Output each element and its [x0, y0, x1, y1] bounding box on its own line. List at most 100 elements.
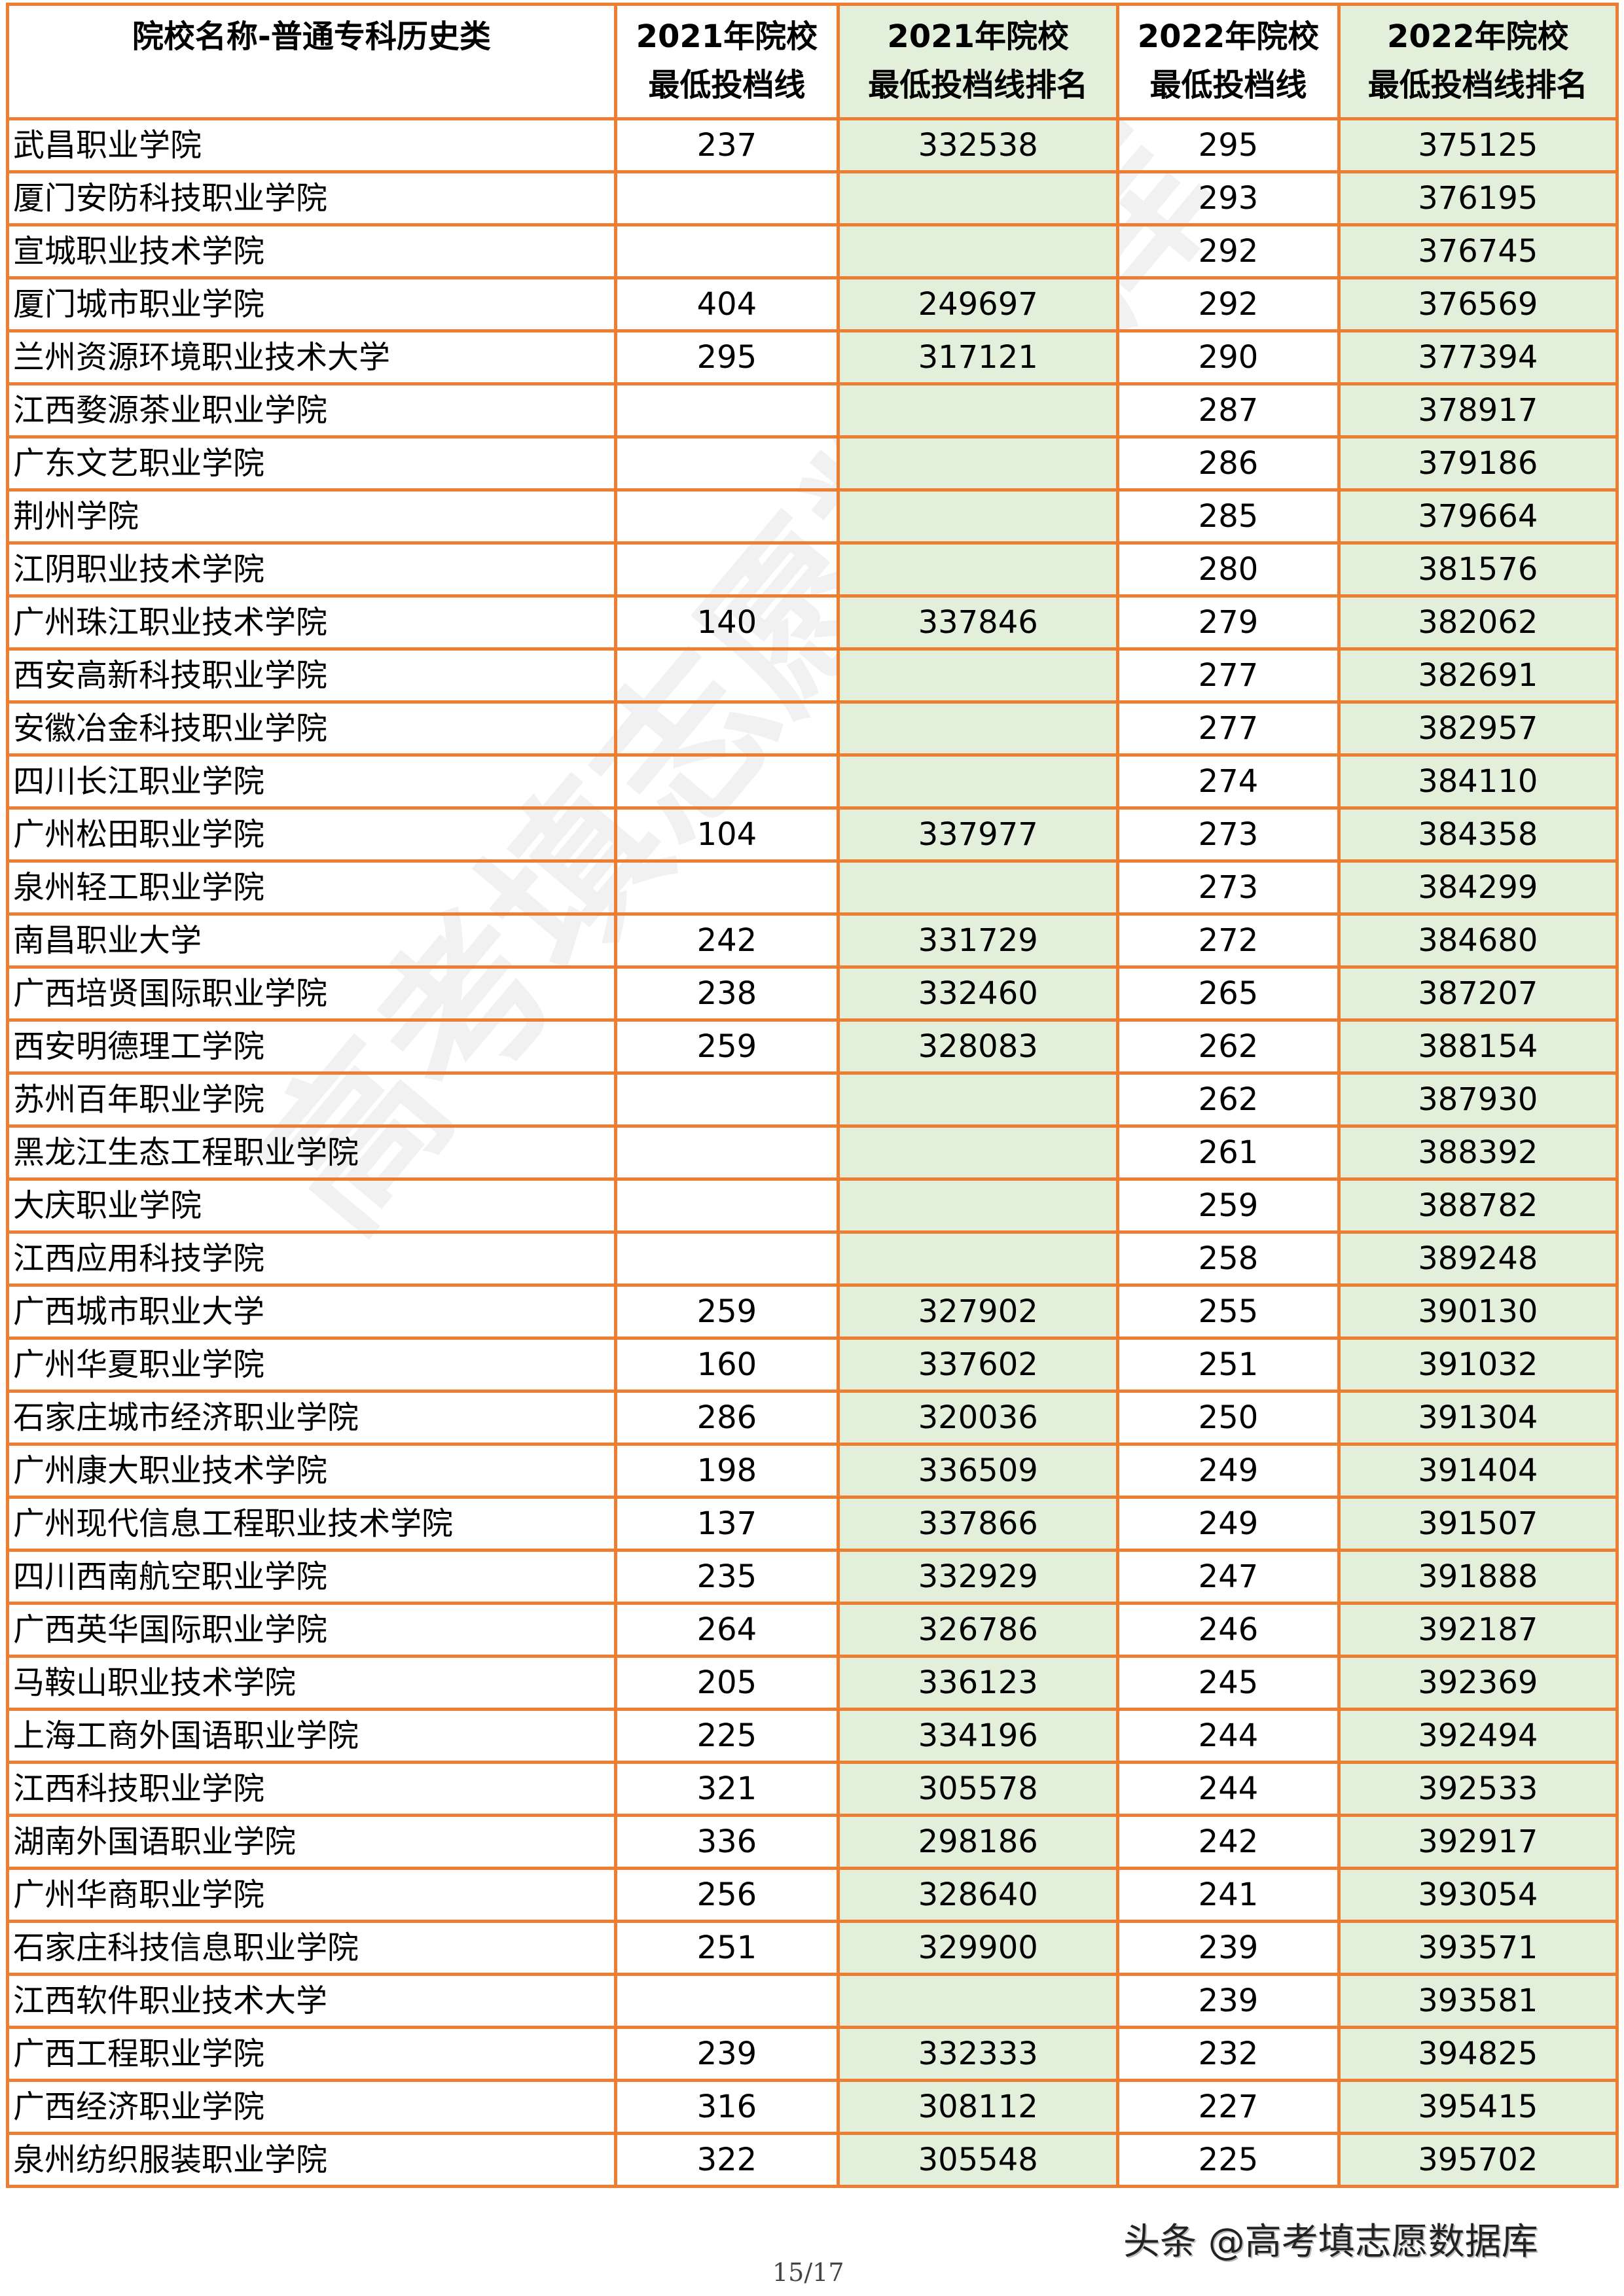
score-2021-cell: 336 — [613, 1814, 840, 1870]
header-2022-min-rank: 2022年院校 最低投档线排名 — [1337, 3, 1619, 120]
rank-2022-cell: 391507 — [1337, 1496, 1619, 1552]
rank-2021-cell: 326786 — [837, 1602, 1120, 1658]
table-row: 四川长江职业学院 274 384110 — [6, 753, 1619, 810]
score-2021-cell — [613, 700, 840, 757]
table-row: 大庆职业学院 259 388782 — [6, 1177, 1619, 1234]
table-row: 厦门安防科技职业学院 293 376195 — [6, 170, 1619, 226]
rank-2022-cell: 388154 — [1337, 1018, 1619, 1075]
score-2022-cell: 274 — [1116, 753, 1341, 810]
score-2022-cell: 277 — [1116, 647, 1341, 704]
rank-2022-cell: 382691 — [1337, 647, 1619, 704]
rank-2022-cell: 389248 — [1337, 1230, 1619, 1287]
rank-2022-cell: 378917 — [1337, 382, 1619, 439]
header-text: 最低投档线 — [1149, 67, 1307, 103]
rank-2022-cell: 392369 — [1337, 1655, 1619, 1711]
table-row: 江西婺源茶业职业学院 287 378917 — [6, 382, 1619, 439]
school-name-cell: 广州现代信息工程职业技术学院 — [6, 1496, 617, 1552]
school-name-cell: 宣城职业技术学院 — [6, 223, 617, 279]
school-name-cell: 江西应用科技学院 — [6, 1230, 617, 1287]
school-name-cell: 广州华夏职业学院 — [6, 1336, 617, 1393]
rank-2021-cell: 337846 — [837, 594, 1120, 651]
score-2021-cell — [613, 1071, 840, 1128]
school-name-cell: 厦门安防科技职业学院 — [6, 170, 617, 226]
table-row: 广州珠江职业技术学院 140 337846 279 382062 — [6, 594, 1619, 651]
header-2022-min-score: 2022年院校 最低投档线 — [1116, 3, 1341, 120]
table-row: 广州现代信息工程职业技术学院 137 337866 249 391507 — [6, 1496, 1619, 1552]
score-2021-cell: 140 — [613, 594, 840, 651]
rank-2022-cell: 388392 — [1337, 1124, 1619, 1181]
rank-2021-cell: 320036 — [837, 1390, 1120, 1446]
school-name-cell: 石家庄城市经济职业学院 — [6, 1390, 617, 1446]
rank-2021-cell: 328083 — [837, 1018, 1120, 1075]
score-2022-cell: 287 — [1116, 382, 1341, 439]
school-name-cell: 江西科技职业学院 — [6, 1761, 617, 1817]
school-name-cell: 石家庄科技信息职业学院 — [6, 1920, 617, 1976]
score-2021-cell: 321 — [613, 1761, 840, 1817]
rank-2022-cell: 393054 — [1337, 1867, 1619, 1923]
score-2022-cell: 244 — [1116, 1708, 1341, 1764]
rank-2021-cell: 249697 — [837, 276, 1120, 332]
header-text: 2021年院校 — [636, 18, 818, 55]
school-name-cell: 荆州学院 — [6, 488, 617, 545]
score-2021-cell: 295 — [613, 329, 840, 386]
table-row: 广州华夏职业学院 160 337602 251 391032 — [6, 1336, 1619, 1393]
table-row: 江西应用科技学院 258 389248 — [6, 1230, 1619, 1287]
rank-2021-cell — [837, 700, 1120, 757]
table-row: 广东文艺职业学院 286 379186 — [6, 435, 1619, 492]
school-name-cell: 广州康大职业技术学院 — [6, 1443, 617, 1499]
rank-2022-cell: 379186 — [1337, 435, 1619, 492]
table-row: 黑龙江生态工程职业学院 261 388392 — [6, 1124, 1619, 1181]
score-2022-cell: 279 — [1116, 594, 1341, 651]
score-2021-cell: 259 — [613, 1283, 840, 1340]
school-name-cell: 江西软件职业技术大学 — [6, 1973, 617, 2029]
rank-2021-cell — [837, 647, 1120, 704]
school-name-cell: 广西工程职业学院 — [6, 2026, 617, 2082]
rank-2022-cell: 395415 — [1337, 2079, 1619, 2135]
rank-2021-cell — [837, 859, 1120, 916]
score-2021-cell: 264 — [613, 1602, 840, 1658]
score-2021-cell — [613, 1124, 840, 1181]
score-2022-cell: 262 — [1116, 1018, 1341, 1075]
school-name-cell: 广州松田职业学院 — [6, 806, 617, 863]
score-2022-cell: 277 — [1116, 700, 1341, 757]
rank-2021-cell: 305578 — [837, 1761, 1120, 1817]
school-name-cell: 西安高新科技职业学院 — [6, 647, 617, 704]
score-2021-cell: 198 — [613, 1443, 840, 1499]
rank-2022-cell: 392187 — [1337, 1602, 1619, 1658]
rank-2022-cell: 377394 — [1337, 329, 1619, 386]
rank-2021-cell: 328640 — [837, 1867, 1120, 1923]
score-2022-cell: 239 — [1116, 1973, 1341, 2029]
school-name-cell: 广西英华国际职业学院 — [6, 1602, 617, 1658]
score-2021-cell — [613, 435, 840, 492]
table-row: 湖南外国语职业学院 336 298186 242 392917 — [6, 1814, 1619, 1870]
header-school-name: 院校名称-普通专科历史类 — [6, 3, 617, 120]
rank-2022-cell: 384680 — [1337, 912, 1619, 969]
school-name-cell: 西安明德理工学院 — [6, 1018, 617, 1075]
header-text: 最低投档线排名 — [868, 67, 1089, 103]
school-name-cell: 泉州轻工职业学院 — [6, 859, 617, 916]
score-2022-cell: 272 — [1116, 912, 1341, 969]
rank-2021-cell: 337602 — [837, 1336, 1120, 1393]
school-name-cell: 武昌职业学院 — [6, 117, 617, 173]
school-name-cell: 广西培贤国际职业学院 — [6, 965, 617, 1022]
score-2021-cell: 104 — [613, 806, 840, 863]
rank-2022-cell: 384299 — [1337, 859, 1619, 916]
school-name-cell: 广西城市职业大学 — [6, 1283, 617, 1340]
score-2021-cell — [613, 753, 840, 810]
rank-2021-cell — [837, 435, 1120, 492]
score-2022-cell: 249 — [1116, 1443, 1341, 1499]
score-2022-cell: 227 — [1116, 2079, 1341, 2135]
header-2021-min-score: 2021年院校 最低投档线 — [613, 3, 840, 120]
score-2021-cell: 238 — [613, 965, 840, 1022]
header-text: 2021年院校 — [887, 18, 1069, 55]
table-row: 广州松田职业学院 104 337977 273 384358 — [6, 806, 1619, 863]
rank-2021-cell — [837, 1177, 1120, 1234]
school-name-cell: 广西经济职业学院 — [6, 2079, 617, 2135]
school-name-cell: 大庆职业学院 — [6, 1177, 617, 1234]
table-row: 江西软件职业技术大学 239 393581 — [6, 1973, 1619, 2029]
score-2021-cell — [613, 859, 840, 916]
score-2021-cell: 237 — [613, 117, 840, 173]
school-name-cell: 上海工商外国语职业学院 — [6, 1708, 617, 1764]
score-2022-cell: 255 — [1116, 1283, 1341, 1340]
rank-2022-cell: 391888 — [1337, 1549, 1619, 1605]
